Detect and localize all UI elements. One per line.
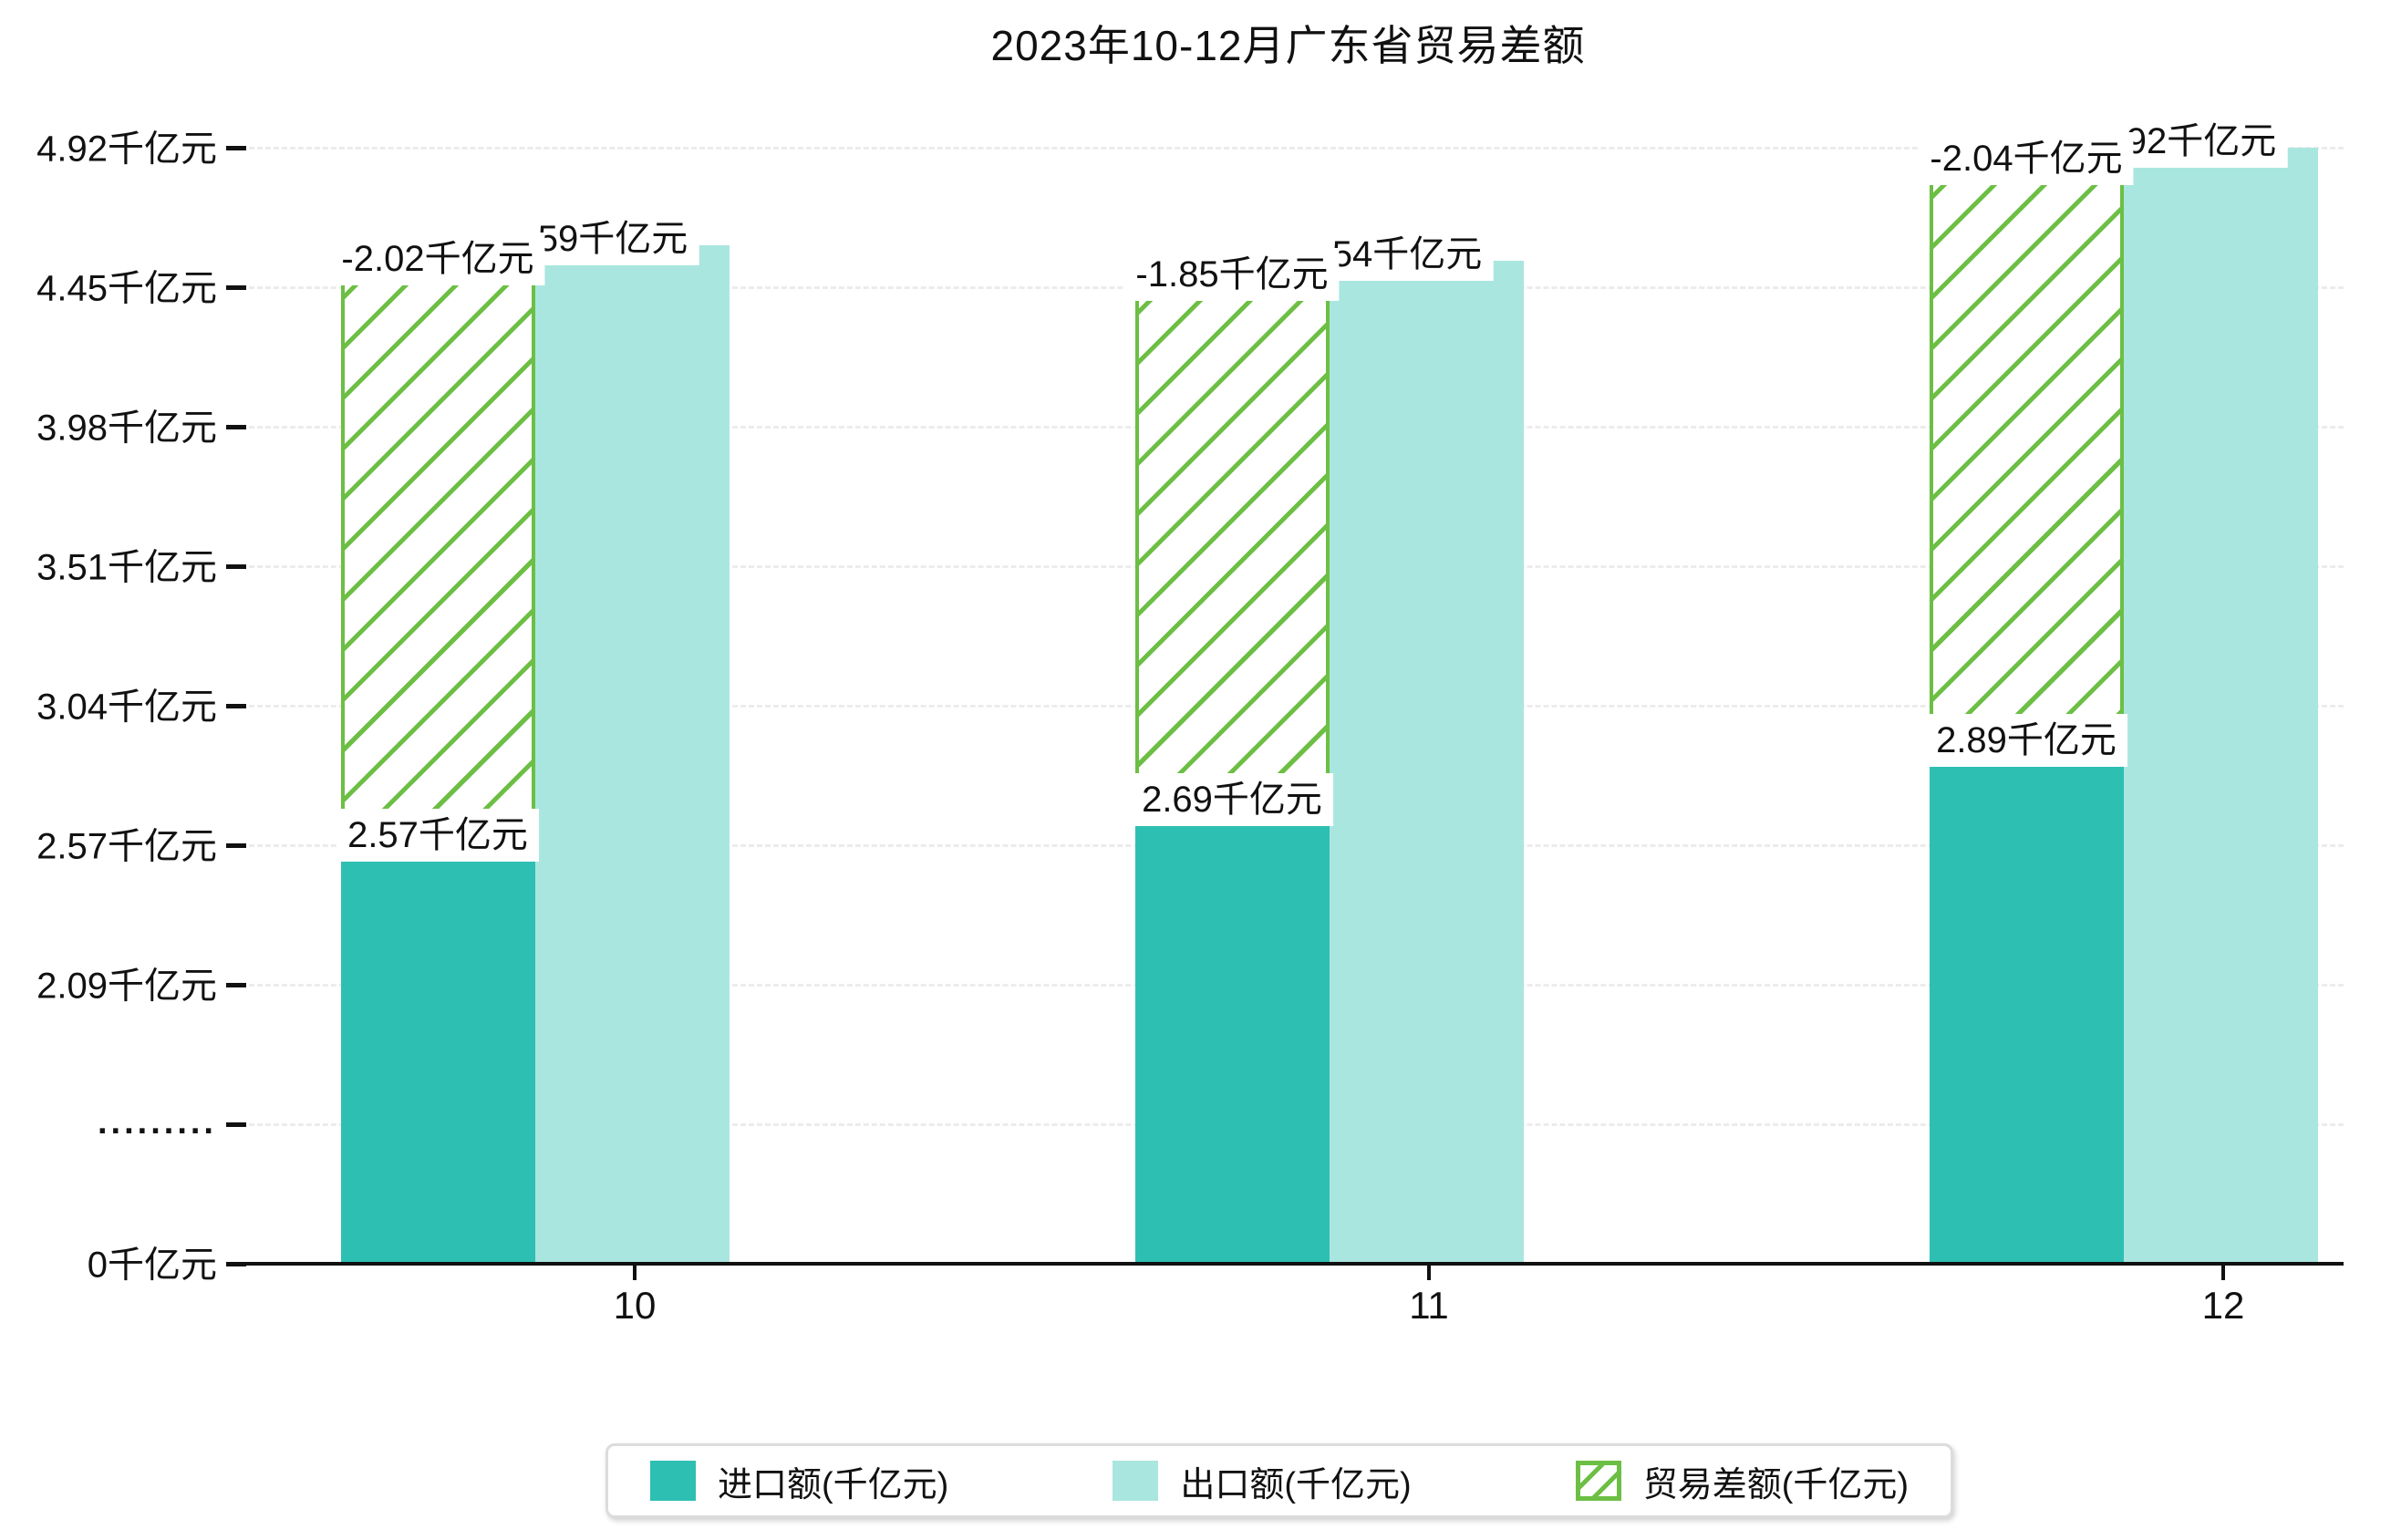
bar-balance-10 <box>341 245 535 845</box>
x-axis-tick-label: 12 <box>2201 1284 2245 1327</box>
bar-import-12 <box>1930 749 2124 1264</box>
bar-export-11 <box>1330 260 1524 1264</box>
legend: 进口额(千亿元) 出口额(千亿元) 贸易差额(千亿元) <box>606 1443 1953 1518</box>
legend-label-balance: 贸易差额(千亿元) <box>1642 1465 1909 1504</box>
y-axis-tick-label: 0千亿元 <box>87 1245 217 1286</box>
data-label-import-12: 2.89千亿元 <box>1925 713 2127 767</box>
y-axis-tick <box>226 843 246 848</box>
data-label-balance-11: -1.85千亿元 <box>1124 247 1340 301</box>
y-axis-tick <box>226 564 246 569</box>
y-axis-tick-label: 4.92千亿元 <box>36 129 217 170</box>
y-axis-tick <box>226 146 246 150</box>
x-axis-tick-label: 11 <box>1409 1284 1449 1327</box>
legend-swatch-balance <box>1575 1461 1621 1501</box>
legend-item-export: 出口额(千亿元) <box>1113 1456 1412 1506</box>
y-axis-tick <box>226 704 246 708</box>
x-axis-tick <box>1427 1264 1431 1280</box>
bar-export-12 <box>2124 148 2318 1264</box>
y-axis-tick <box>226 983 246 987</box>
data-label-import-10: 2.57千亿元 <box>336 809 539 862</box>
y-axis-tick <box>226 285 246 290</box>
y-axis-tick-label: 3.04千亿元 <box>36 687 217 728</box>
data-label-balance-12: -2.04千亿元 <box>1919 131 2134 185</box>
y-axis-tick <box>226 1122 246 1127</box>
data-label-import-11: 2.69千亿元 <box>1131 772 1333 826</box>
bar-balance-12 <box>1930 144 2124 750</box>
bar-import-10 <box>341 845 535 1264</box>
bar-export-10 <box>535 245 730 1264</box>
y-axis-tick-label: 3.51千亿元 <box>36 547 217 588</box>
y-axis-tick <box>226 425 246 429</box>
x-axis-line <box>233 1262 2344 1266</box>
x-axis-tick <box>633 1264 637 1280</box>
y-axis-tick-label: 2.09千亿元 <box>36 966 217 1007</box>
x-axis-tick-label: 10 <box>613 1284 657 1327</box>
data-label-export-12: 92千亿元 <box>2115 115 2288 168</box>
y-axis-tick-label: 4.45千亿元 <box>36 268 217 309</box>
data-label-balance-10: -2.02千亿元 <box>330 233 545 286</box>
y-axis-tick-label: 3.98千亿元 <box>36 408 217 449</box>
x-axis-tick <box>2221 1264 2225 1280</box>
legend-swatch-export <box>1113 1461 1159 1501</box>
legend-item-balance: 贸易差额(千亿元) <box>1575 1456 1909 1506</box>
legend-label-export: 出口额(千亿元) <box>1180 1465 1412 1504</box>
bar-balance-11 <box>1135 260 1330 810</box>
bar-import-11 <box>1135 809 1330 1264</box>
data-label-export-10: 59千亿元 <box>526 212 699 266</box>
legend-swatch-import <box>650 1461 696 1501</box>
y-axis-break-label: ......... <box>97 1102 217 1142</box>
legend-label-import: 进口额(千亿元) <box>718 1465 949 1504</box>
y-axis-tick-label: 2.57千亿元 <box>36 826 217 867</box>
gridline <box>233 147 2344 150</box>
chart-title: 2023年10-12月广东省贸易差额 <box>990 22 1586 69</box>
legend-item-import: 进口额(千亿元) <box>650 1456 948 1506</box>
data-label-export-11: 54千亿元 <box>1320 227 1494 281</box>
